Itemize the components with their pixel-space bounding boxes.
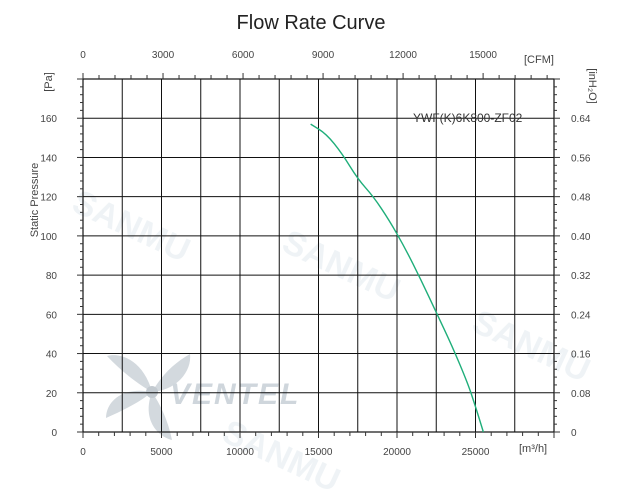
series-curve (310, 123, 485, 433)
x2-axis-unit: [CFM] (524, 54, 554, 66)
x-tick-label: 5000 (150, 447, 173, 458)
y-axis-title: Static Pressure (29, 163, 41, 238)
x2-tick-label: 3000 (152, 50, 175, 61)
y2-tick-label: 0.48 (571, 193, 591, 204)
y2-tick-label: 0.24 (571, 310, 591, 321)
x-tick-label: 0 (80, 447, 86, 458)
x2-tick-label: 0 (80, 50, 86, 61)
x-tick-label: 15000 (305, 447, 333, 458)
y-tick-label: 20 (46, 389, 58, 400)
grid-layer (82, 78, 555, 433)
y2-tick-label: 0.56 (571, 153, 591, 164)
y-tick-label: 140 (40, 153, 57, 164)
y2-tick-label: 0.40 (571, 232, 591, 243)
x-tick-label: 20000 (383, 447, 411, 458)
chart-title: Flow Rate Curve (237, 12, 386, 34)
x2-tick-label: 12000 (389, 50, 417, 61)
y-tick-label: 120 (40, 193, 57, 204)
x2-tick-label: 6000 (232, 50, 255, 61)
y-tick-label: 160 (40, 114, 57, 125)
watermark-logo-text: VENTEL (170, 378, 300, 411)
x-axis-unit: [m³/h] (519, 443, 547, 455)
y-axis-unit: [Pa] (43, 72, 55, 92)
y-tick-label: 80 (46, 271, 58, 282)
y-tick-label: 100 (40, 232, 57, 243)
model-label: YWF(K)6K800-ZF02 (413, 111, 523, 125)
x2-tick-label: 9000 (312, 50, 335, 61)
y-tick-label: 60 (46, 310, 58, 321)
x-tick-label: 10000 (226, 447, 254, 458)
y2-tick-label: 0.64 (571, 114, 591, 125)
x-tick-label: 25000 (462, 447, 490, 458)
y2-tick-label: 0.16 (571, 350, 591, 361)
y2-tick-label: 0 (571, 428, 577, 439)
watermark-brand-1: SANMU (67, 183, 196, 270)
y2-tick-label: 0.32 (571, 271, 591, 282)
x2-tick-label: 15000 (469, 50, 497, 61)
series-layer (310, 123, 485, 433)
y2-axis-unit: [inH₂O] (586, 68, 598, 103)
y-tick-label: 0 (51, 428, 57, 439)
y2-tick-label: 0.08 (571, 389, 591, 400)
y-tick-label: 40 (46, 350, 58, 361)
